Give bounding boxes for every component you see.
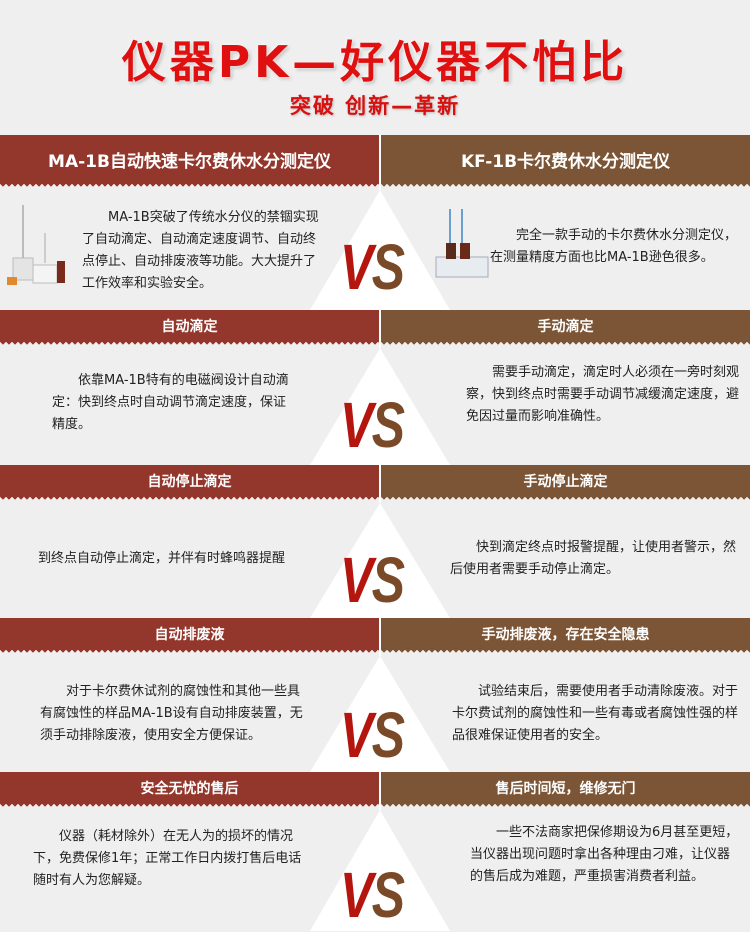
left-product-title: MA-1B自动快速卡尔费休水分测定仪 (0, 135, 379, 190)
left-description: 仪器（耗材除外）在无人为的损坏的情况下，免费保修1年；正常工作日内拨打售后电话随… (33, 829, 302, 888)
page-subtitle: 突破 创新—革新 (289, 94, 461, 118)
left-feature-title: 自动排废液 (0, 618, 379, 656)
left-feature-title: 安全无忧的售后 (0, 772, 379, 810)
left-description: 对于卡尔费休试剂的腐蚀性和其他一些具有腐蚀性的样品MA-1B设有自动排废装置，无… (40, 684, 303, 743)
right-feature-title: 售后时间短，维修无门 (381, 772, 750, 810)
right-description: 完全一款手动的卡尔费休水分测定仪，在测量精度方面也比MA-1B逊色很多。 (490, 228, 738, 265)
left-description: 到终点自动停止滴定，并伴有时蜂鸣器提醒 (38, 551, 286, 566)
right-product-title: KF-1B卡尔费休水分测定仪 (381, 135, 750, 190)
right-description: 一些不法商家把保修期设为6月甚至更短，当仪器出现问题时拿出各种理由刁难，让仪器的… (470, 825, 739, 884)
comparison-section-5: 安全无忧的售后 售后时间短，维修无门 VS 仪器（耗材除外）在无人为的损坏的情况… (0, 772, 750, 931)
comparison-section-4: 自动排废液 手动排废液，存在安全隐患 VS 对于卡尔费休试剂的腐蚀性和其他一些具… (0, 618, 750, 772)
auto-titrator-image-icon (7, 205, 65, 285)
right-feature-title: 手动排废液，存在安全隐患 (381, 618, 750, 656)
comparison-section-3: 自动停止滴定 手动停止滴定 VS 到终点自动停止滴定，并伴有时蜂鸣器提醒 快到滴… (0, 465, 750, 618)
vs-badge: VS (340, 859, 405, 931)
right-description: 需要手动滴定，滴定时人必须在一旁时刻观察，快到终点时需要手动调节减缓滴定速度，避… (466, 365, 740, 424)
left-description: 依靠MA-1B特有的电磁阀设计自动滴定：快到终点时自动调节滴定速度，保证精度。 (52, 373, 289, 432)
right-description: 试验结束后，需要使用者手动清除废液。对于卡尔费试剂的腐蚀性和一些有毒或者腐蚀性强… (452, 684, 739, 743)
comparison-section-2: 自动滴定 手动滴定 VS 依靠MA-1B特有的电磁阀设计自动滴定：快到终点时自动… (0, 310, 750, 465)
right-description: 快到滴定终点时报警提醒，让使用者警示，然后使用者需要手动停止滴定。 (450, 540, 737, 577)
vs-badge: VS (340, 231, 405, 303)
vs-badge: VS (340, 544, 405, 616)
right-feature-title: 手动停止滴定 (381, 465, 750, 503)
left-feature-title: 自动滴定 (0, 310, 379, 348)
manual-titrator-image-icon (435, 209, 489, 278)
vs-badge: VS (340, 699, 405, 771)
page-title: 仪器PK—好仪器不怕比 (121, 37, 629, 88)
left-description: MA-1B突破了传统水分仪的禁锢实现了自动滴定、自动滴定速度调节、自动终点停止、… (82, 210, 319, 291)
vs-badge: VS (340, 389, 405, 461)
comparison-section-1: MA-1B自动快速卡尔费休水分测定仪 KF-1B卡尔费休水分测定仪 VS MA-… (0, 135, 750, 310)
right-feature-title: 手动滴定 (381, 310, 750, 348)
left-feature-title: 自动停止滴定 (0, 465, 379, 503)
